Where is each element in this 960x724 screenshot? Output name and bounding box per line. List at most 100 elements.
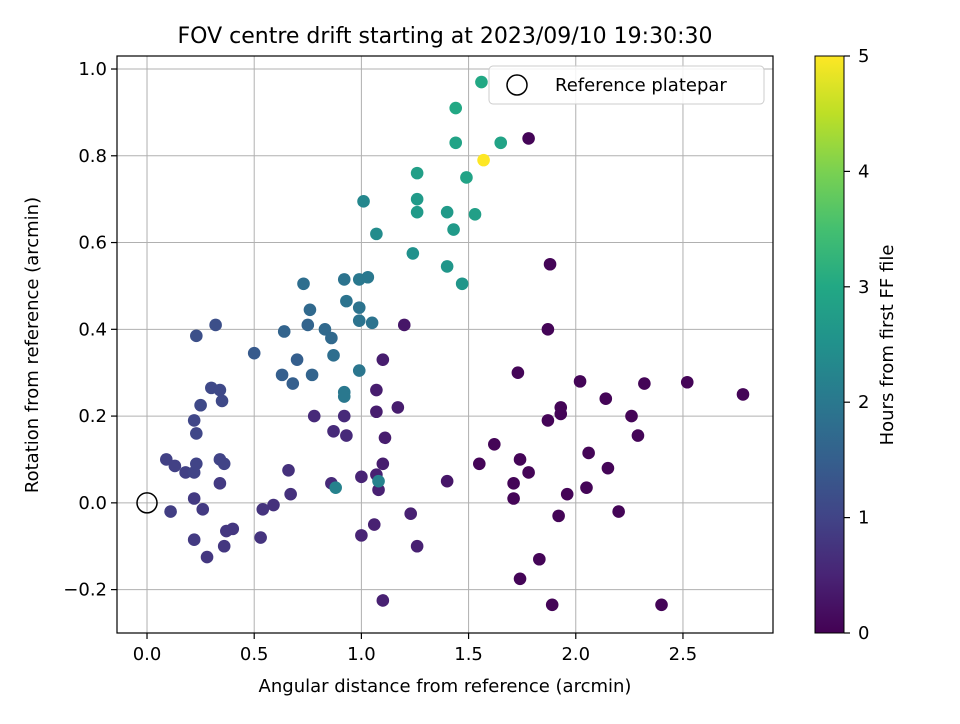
data-point bbox=[410, 192, 424, 206]
data-point bbox=[215, 394, 229, 408]
data-point bbox=[357, 195, 370, 208]
data-point bbox=[455, 277, 469, 291]
data-point bbox=[187, 533, 201, 547]
data-point bbox=[254, 531, 267, 544]
data-point bbox=[397, 318, 411, 332]
data-point bbox=[541, 414, 555, 427]
data-point bbox=[194, 398, 207, 412]
data-point bbox=[449, 101, 463, 115]
data-point bbox=[160, 453, 173, 466]
data-point bbox=[541, 323, 555, 336]
data-point bbox=[307, 409, 321, 423]
data-point bbox=[267, 498, 280, 512]
data-point bbox=[440, 205, 454, 219]
data-point bbox=[318, 323, 332, 336]
data-point bbox=[187, 492, 201, 505]
data-point bbox=[582, 446, 595, 460]
data-point bbox=[355, 529, 368, 542]
colorbar-tick-label: 4 bbox=[858, 161, 869, 182]
data-point bbox=[378, 431, 392, 445]
data-point bbox=[196, 503, 210, 516]
data-point bbox=[337, 273, 351, 286]
data-point bbox=[406, 247, 420, 260]
y-tick-label: 1.0 bbox=[78, 59, 107, 80]
data-point bbox=[352, 301, 366, 314]
data-point bbox=[337, 409, 351, 423]
data-point bbox=[372, 474, 385, 488]
data-point bbox=[340, 429, 353, 442]
x-tick-label: 1.0 bbox=[347, 644, 376, 665]
data-point bbox=[625, 409, 638, 423]
data-point bbox=[473, 457, 486, 471]
data-point bbox=[447, 223, 460, 236]
data-point bbox=[552, 509, 565, 523]
data-point bbox=[410, 205, 424, 219]
data-point bbox=[612, 505, 625, 518]
data-point bbox=[325, 331, 338, 345]
data-point bbox=[209, 318, 222, 332]
data-points bbox=[160, 75, 750, 612]
y-axis-label: Rotation from reference (arcmin) bbox=[22, 197, 43, 493]
data-point bbox=[168, 459, 182, 473]
data-point bbox=[449, 136, 463, 150]
x-tick-label: 0.5 bbox=[240, 644, 269, 665]
data-point bbox=[522, 466, 535, 479]
colorbar-gradient bbox=[814, 55, 845, 634]
data-point bbox=[217, 539, 231, 553]
data-point bbox=[370, 405, 383, 419]
data-point bbox=[213, 477, 227, 490]
legend-marker-icon bbox=[506, 74, 528, 96]
colorbar-tick-label: 5 bbox=[858, 46, 869, 67]
data-point bbox=[376, 353, 390, 366]
data-point bbox=[404, 507, 417, 520]
colorbar-ticks: 0 1 2 3 4 5 bbox=[844, 46, 869, 644]
data-point bbox=[329, 481, 342, 494]
data-point bbox=[213, 383, 227, 397]
data-point bbox=[522, 132, 535, 145]
colorbar-tick-label: 0 bbox=[858, 623, 869, 644]
data-point bbox=[303, 303, 317, 317]
data-point bbox=[370, 383, 383, 397]
data-point bbox=[440, 260, 454, 273]
data-point bbox=[507, 477, 520, 490]
data-point bbox=[580, 481, 593, 494]
data-point bbox=[361, 270, 375, 284]
data-point bbox=[220, 524, 233, 538]
data-point bbox=[599, 392, 613, 406]
data-point bbox=[545, 598, 559, 612]
data-point bbox=[164, 505, 177, 518]
y-tick-label: 0.6 bbox=[78, 233, 107, 254]
data-point bbox=[440, 474, 454, 488]
data-point bbox=[410, 539, 424, 553]
x-tick-label: 2.0 bbox=[561, 644, 590, 665]
data-point bbox=[370, 227, 383, 241]
data-point bbox=[190, 457, 203, 471]
data-point bbox=[190, 329, 203, 343]
data-point bbox=[277, 325, 291, 338]
data-point bbox=[513, 453, 527, 466]
data-point bbox=[256, 503, 270, 516]
data-point bbox=[200, 550, 214, 564]
grid-lines bbox=[117, 56, 773, 633]
data-point bbox=[468, 208, 482, 221]
legend: Reference platepar bbox=[488, 65, 765, 105]
data-point bbox=[736, 388, 750, 401]
colorbar: 0 1 2 3 4 5 Hours from first FF file bbox=[814, 46, 898, 644]
x-axis-label: Angular distance from reference (arcmin) bbox=[259, 676, 632, 697]
data-point bbox=[367, 518, 381, 531]
data-point bbox=[352, 364, 366, 377]
data-point bbox=[286, 377, 300, 390]
data-point bbox=[297, 277, 310, 291]
data-point bbox=[376, 594, 390, 607]
data-point bbox=[533, 552, 546, 566]
x-tick-label: 2.5 bbox=[669, 644, 698, 665]
data-point bbox=[507, 492, 520, 505]
y-tick-label: 0.2 bbox=[78, 406, 107, 427]
y-axis-ticks: −0.2 0.0 0.2 0.4 0.6 0.8 1.0 bbox=[63, 59, 117, 601]
y-tick-label: −0.2 bbox=[63, 580, 107, 601]
data-point bbox=[327, 424, 340, 438]
data-point bbox=[631, 429, 645, 442]
colorbar-tick-label: 1 bbox=[858, 508, 869, 529]
data-point bbox=[340, 294, 353, 308]
data-point bbox=[475, 75, 488, 89]
